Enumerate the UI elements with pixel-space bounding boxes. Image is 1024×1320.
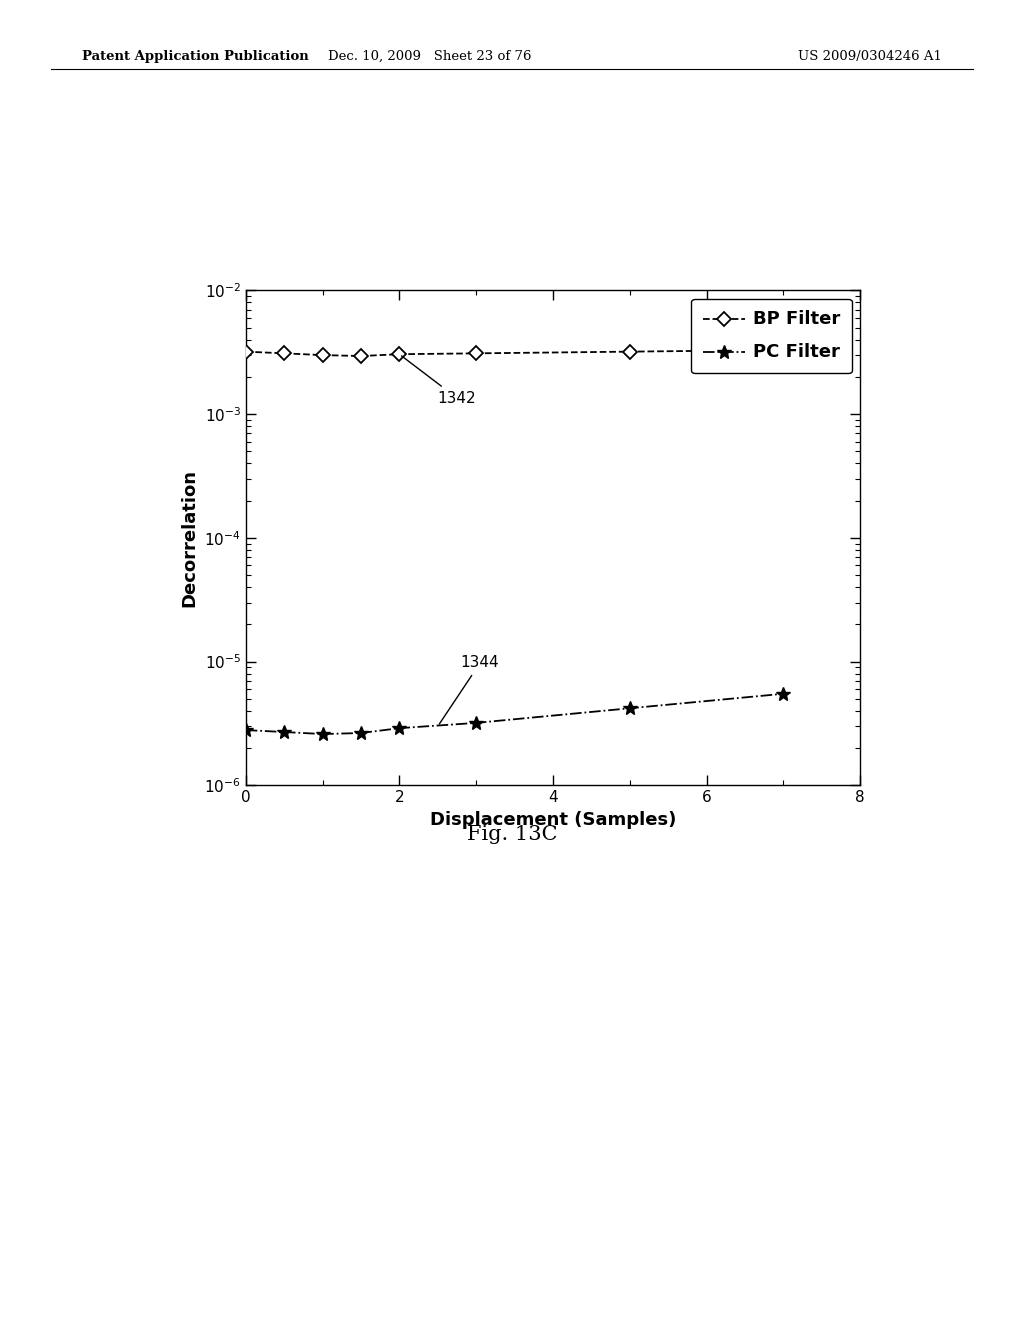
PC Filter <box>393 721 406 737</box>
Line: BP Filter: BP Filter <box>241 345 788 360</box>
BP Filter <box>624 343 636 359</box>
PC Filter <box>624 701 636 717</box>
Text: Fig. 13C: Fig. 13C <box>467 825 557 843</box>
PC Filter <box>470 715 482 731</box>
BP Filter <box>777 342 790 358</box>
PC Filter <box>777 686 790 702</box>
PC Filter <box>278 725 291 741</box>
Text: Dec. 10, 2009   Sheet 23 of 76: Dec. 10, 2009 Sheet 23 of 76 <box>329 50 531 63</box>
BP Filter <box>393 346 406 362</box>
Legend: BP Filter, PC Filter: BP Filter, PC Filter <box>691 298 852 374</box>
Line: PC Filter: PC Filter <box>239 686 791 741</box>
PC Filter <box>240 722 252 738</box>
Text: US 2009/0304246 A1: US 2009/0304246 A1 <box>798 50 942 63</box>
BP Filter <box>240 343 252 359</box>
PC Filter <box>316 726 329 742</box>
BP Filter <box>278 346 291 362</box>
Text: 1344: 1344 <box>439 656 500 725</box>
Text: Patent Application Publication: Patent Application Publication <box>82 50 308 63</box>
BP Filter <box>316 347 329 363</box>
Y-axis label: Decorrelation: Decorrelation <box>180 469 199 607</box>
X-axis label: Displacement (Samples): Displacement (Samples) <box>430 810 676 829</box>
BP Filter <box>354 348 367 364</box>
BP Filter <box>470 346 482 362</box>
PC Filter <box>354 725 367 741</box>
Text: 1342: 1342 <box>401 356 476 405</box>
